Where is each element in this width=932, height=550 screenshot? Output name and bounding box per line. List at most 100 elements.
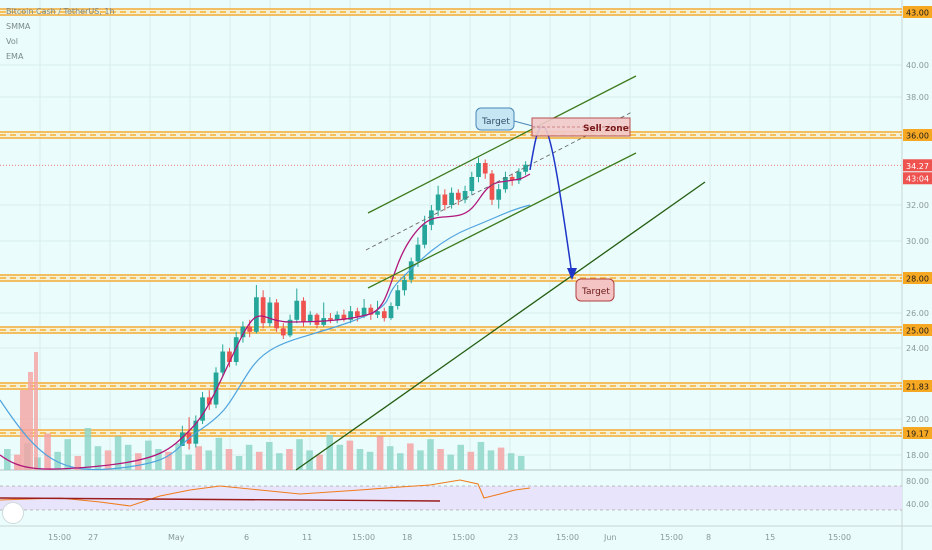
chart-legend: Bitcoin Cash / TetherUS, 1h SMMA Vol EMA bbox=[6, 4, 115, 64]
candle-body bbox=[307, 314, 313, 322]
price-axis-badge bbox=[903, 272, 932, 284]
time-axis: 15:00 27 May 6 11 15:00 18 15:00 23 15:00 Jun 15:00… bbox=[48, 533, 851, 542]
volume-bar bbox=[326, 435, 334, 470]
time-axis-label: 15:00 bbox=[828, 533, 851, 542]
price-axis-label: 40.00 bbox=[906, 61, 929, 70]
rsi-band bbox=[0, 486, 902, 510]
candle-body bbox=[435, 194, 441, 211]
volume-bar bbox=[155, 449, 162, 470]
candle-body bbox=[267, 302, 273, 324]
candle-body bbox=[482, 163, 488, 174]
trend-channel bbox=[295, 75, 706, 471]
rsi-line bbox=[0, 479, 531, 507]
legend-item-ema[interactable]: EMA bbox=[6, 52, 24, 61]
volume-bar bbox=[356, 449, 364, 470]
price-axis-badge bbox=[903, 380, 932, 392]
volume-bar bbox=[417, 450, 424, 470]
volume-bar bbox=[487, 450, 495, 470]
price-axis-label-highlighted: 19.17 bbox=[906, 430, 929, 439]
price-axis-label: 38.00 bbox=[906, 93, 929, 102]
candle-body bbox=[415, 244, 421, 262]
time-axis-label: Jun bbox=[603, 533, 617, 542]
candle-body bbox=[301, 300, 306, 322]
legend-item-vol[interactable]: Vol bbox=[6, 37, 18, 46]
volume-bar bbox=[447, 454, 454, 470]
volume-bar bbox=[20, 390, 28, 470]
target-label-red: Target bbox=[581, 287, 610, 297]
volume-bar bbox=[346, 440, 354, 470]
candle-body bbox=[206, 397, 212, 405]
volume-bar bbox=[276, 453, 283, 470]
ema-line bbox=[0, 204, 531, 471]
volume-bar bbox=[94, 446, 102, 470]
candle-body bbox=[388, 306, 394, 319]
target-callout-blue bbox=[475, 107, 515, 131]
price-axis: 43.00 40.00 38.00 36.00 32.00 30.00 28.00 26.00… bbox=[903, 6, 932, 460]
volume-bar bbox=[114, 436, 122, 470]
candle-body bbox=[213, 372, 219, 405]
volume-bar bbox=[457, 444, 465, 470]
time-axis-label: 6 bbox=[244, 533, 249, 542]
volume-bar bbox=[145, 440, 152, 470]
time-axis-label: 15 bbox=[765, 533, 775, 542]
price-axis-badge bbox=[903, 129, 932, 141]
price-axis-label: 32.00 bbox=[906, 201, 929, 210]
time-axis-label: 15:00 bbox=[556, 533, 579, 542]
tradingview-logo-icon[interactable] bbox=[2, 502, 24, 524]
price-axis-label: 30.00 bbox=[906, 237, 929, 246]
legend-item-smma[interactable]: SMMA bbox=[6, 22, 31, 31]
price-axis-label-highlighted: 36.00 bbox=[906, 132, 929, 141]
price-axis-badge bbox=[903, 6, 932, 18]
volume-bar bbox=[185, 454, 192, 470]
rsi-trend-line bbox=[0, 497, 441, 502]
volume-bar bbox=[397, 453, 404, 470]
candle-body bbox=[476, 163, 481, 177]
candle-body bbox=[455, 192, 461, 200]
price-axis-label-highlighted: 28.00 bbox=[906, 275, 929, 284]
price-axis-label-highlighted: 25.00 bbox=[906, 327, 929, 336]
candle-body bbox=[240, 326, 246, 338]
volume-bar bbox=[386, 446, 394, 470]
candle-body bbox=[314, 314, 320, 325]
moving-averages bbox=[0, 173, 531, 471]
time-axis-label: 23 bbox=[508, 533, 518, 542]
channel-upper-line bbox=[367, 75, 637, 214]
candle-body bbox=[294, 300, 300, 320]
volume-bar bbox=[74, 456, 82, 470]
volume-bar bbox=[124, 444, 132, 470]
volume-bars bbox=[4, 352, 525, 470]
volume-bar bbox=[64, 439, 72, 470]
candle-body bbox=[233, 337, 239, 363]
candle-body bbox=[348, 311, 353, 320]
rsi-pane bbox=[0, 479, 902, 511]
volume-bar bbox=[376, 436, 384, 470]
price-axis-badge bbox=[903, 324, 932, 336]
candle-body bbox=[280, 328, 286, 336]
volume-bar bbox=[266, 442, 273, 470]
candle-body bbox=[287, 319, 293, 336]
volume-bar bbox=[427, 439, 434, 470]
volume-bar bbox=[235, 456, 243, 470]
volume-bar bbox=[507, 453, 515, 470]
legend-header[interactable]: Bitcoin Cash / TetherUS, 1h bbox=[6, 7, 115, 16]
candle-body bbox=[442, 194, 448, 205]
annotations: Target Sell zone Target bbox=[475, 107, 631, 302]
volume-bar bbox=[135, 453, 142, 470]
volume-bar bbox=[104, 450, 112, 470]
candle-body bbox=[469, 177, 475, 191]
candle-body bbox=[220, 351, 226, 373]
candle-body bbox=[375, 311, 380, 315]
price-axis-label-highlighted: 43.00 bbox=[906, 9, 929, 18]
price-axis-label-highlighted: 21.83 bbox=[906, 383, 929, 392]
candle-body bbox=[368, 307, 374, 315]
rsi-axis-label: 80.00 bbox=[906, 477, 929, 486]
volume-bar bbox=[407, 443, 414, 470]
volume-bar bbox=[497, 447, 505, 470]
volume-bar bbox=[437, 449, 444, 470]
time-axis-label: 18 bbox=[402, 533, 412, 542]
time-axis-label: 15:00 bbox=[452, 533, 475, 542]
countdown-badge bbox=[903, 172, 932, 185]
target-label-blue: Target bbox=[481, 117, 510, 127]
candle-body bbox=[355, 311, 360, 317]
